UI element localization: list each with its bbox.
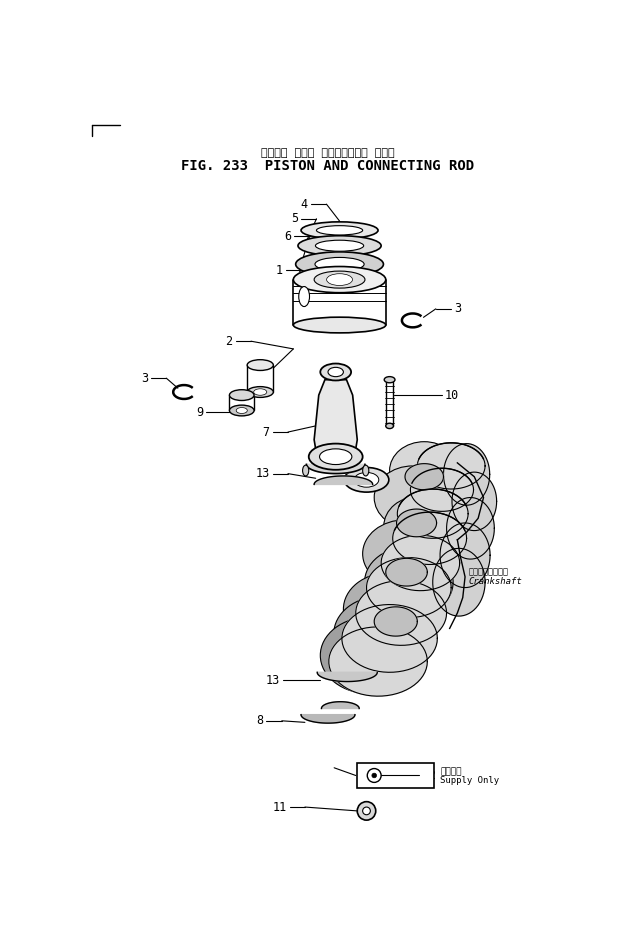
Polygon shape — [444, 444, 490, 505]
Text: 13: 13 — [255, 467, 269, 480]
Ellipse shape — [303, 465, 308, 476]
Ellipse shape — [384, 496, 457, 556]
Ellipse shape — [363, 520, 447, 587]
Ellipse shape — [374, 466, 451, 529]
Ellipse shape — [316, 226, 363, 235]
Text: Supply Only: Supply Only — [440, 776, 500, 784]
Polygon shape — [447, 497, 494, 559]
Ellipse shape — [247, 360, 273, 370]
Ellipse shape — [253, 389, 267, 396]
Polygon shape — [314, 476, 372, 484]
Polygon shape — [452, 472, 497, 531]
Text: Crankshaft: Crankshaft — [468, 577, 522, 586]
Ellipse shape — [354, 472, 379, 487]
Text: 5: 5 — [291, 212, 298, 226]
Text: 10: 10 — [445, 389, 460, 401]
Polygon shape — [329, 627, 428, 696]
Text: 11: 11 — [272, 801, 287, 814]
Polygon shape — [374, 607, 417, 636]
Text: 13: 13 — [266, 673, 280, 686]
Ellipse shape — [365, 547, 453, 617]
Ellipse shape — [301, 222, 378, 239]
Ellipse shape — [230, 405, 254, 416]
Bar — [357, 763, 435, 788]
Ellipse shape — [230, 390, 254, 400]
Circle shape — [372, 773, 376, 778]
Ellipse shape — [386, 423, 394, 429]
Ellipse shape — [320, 363, 351, 380]
Ellipse shape — [363, 465, 369, 476]
Ellipse shape — [299, 287, 310, 307]
Text: FIG. 233  PISTON AND CONNECTING ROD: FIG. 233 PISTON AND CONNECTING ROD — [181, 159, 475, 173]
Polygon shape — [367, 558, 451, 617]
Ellipse shape — [298, 236, 381, 256]
Text: 8: 8 — [256, 715, 263, 727]
Text: 1: 1 — [275, 264, 283, 277]
Circle shape — [367, 768, 381, 783]
Polygon shape — [393, 513, 467, 565]
Ellipse shape — [316, 240, 364, 251]
Text: ピストン  および  コネクティング  ロッド: ピストン および コネクティング ロッド — [261, 148, 395, 159]
Ellipse shape — [315, 258, 364, 271]
Ellipse shape — [344, 573, 436, 646]
Ellipse shape — [296, 252, 383, 277]
Text: クランクシャフト: クランクシャフト — [468, 567, 508, 577]
Text: 4: 4 — [301, 197, 308, 211]
Ellipse shape — [334, 596, 430, 671]
Ellipse shape — [344, 467, 389, 492]
Polygon shape — [301, 715, 355, 723]
Polygon shape — [317, 672, 378, 682]
Polygon shape — [314, 379, 357, 454]
Text: 7: 7 — [262, 426, 269, 439]
Ellipse shape — [308, 444, 363, 470]
Polygon shape — [397, 489, 468, 538]
Ellipse shape — [314, 271, 365, 288]
Ellipse shape — [293, 317, 386, 333]
Text: 3: 3 — [454, 302, 461, 315]
Ellipse shape — [293, 266, 386, 293]
Polygon shape — [342, 604, 437, 672]
Circle shape — [357, 801, 376, 820]
Polygon shape — [417, 443, 485, 489]
Ellipse shape — [326, 274, 353, 285]
Ellipse shape — [320, 616, 420, 694]
Polygon shape — [440, 523, 490, 587]
Ellipse shape — [319, 448, 352, 464]
Polygon shape — [321, 701, 359, 709]
Text: 6: 6 — [284, 230, 291, 243]
Polygon shape — [356, 581, 447, 646]
Text: 9: 9 — [196, 406, 204, 418]
Text: 2: 2 — [225, 335, 232, 347]
Polygon shape — [397, 509, 436, 537]
Ellipse shape — [247, 387, 273, 397]
Text: 12: 12 — [422, 769, 437, 782]
Polygon shape — [307, 464, 365, 474]
Ellipse shape — [328, 367, 344, 377]
Polygon shape — [381, 535, 460, 591]
Ellipse shape — [384, 377, 395, 382]
Ellipse shape — [236, 408, 247, 413]
Polygon shape — [405, 464, 444, 490]
Polygon shape — [410, 468, 474, 512]
Circle shape — [363, 807, 371, 815]
Polygon shape — [433, 548, 485, 616]
Polygon shape — [386, 558, 428, 586]
Ellipse shape — [390, 442, 459, 499]
Text: 補給専用: 補給専用 — [440, 767, 462, 776]
Text: 3: 3 — [141, 372, 148, 384]
